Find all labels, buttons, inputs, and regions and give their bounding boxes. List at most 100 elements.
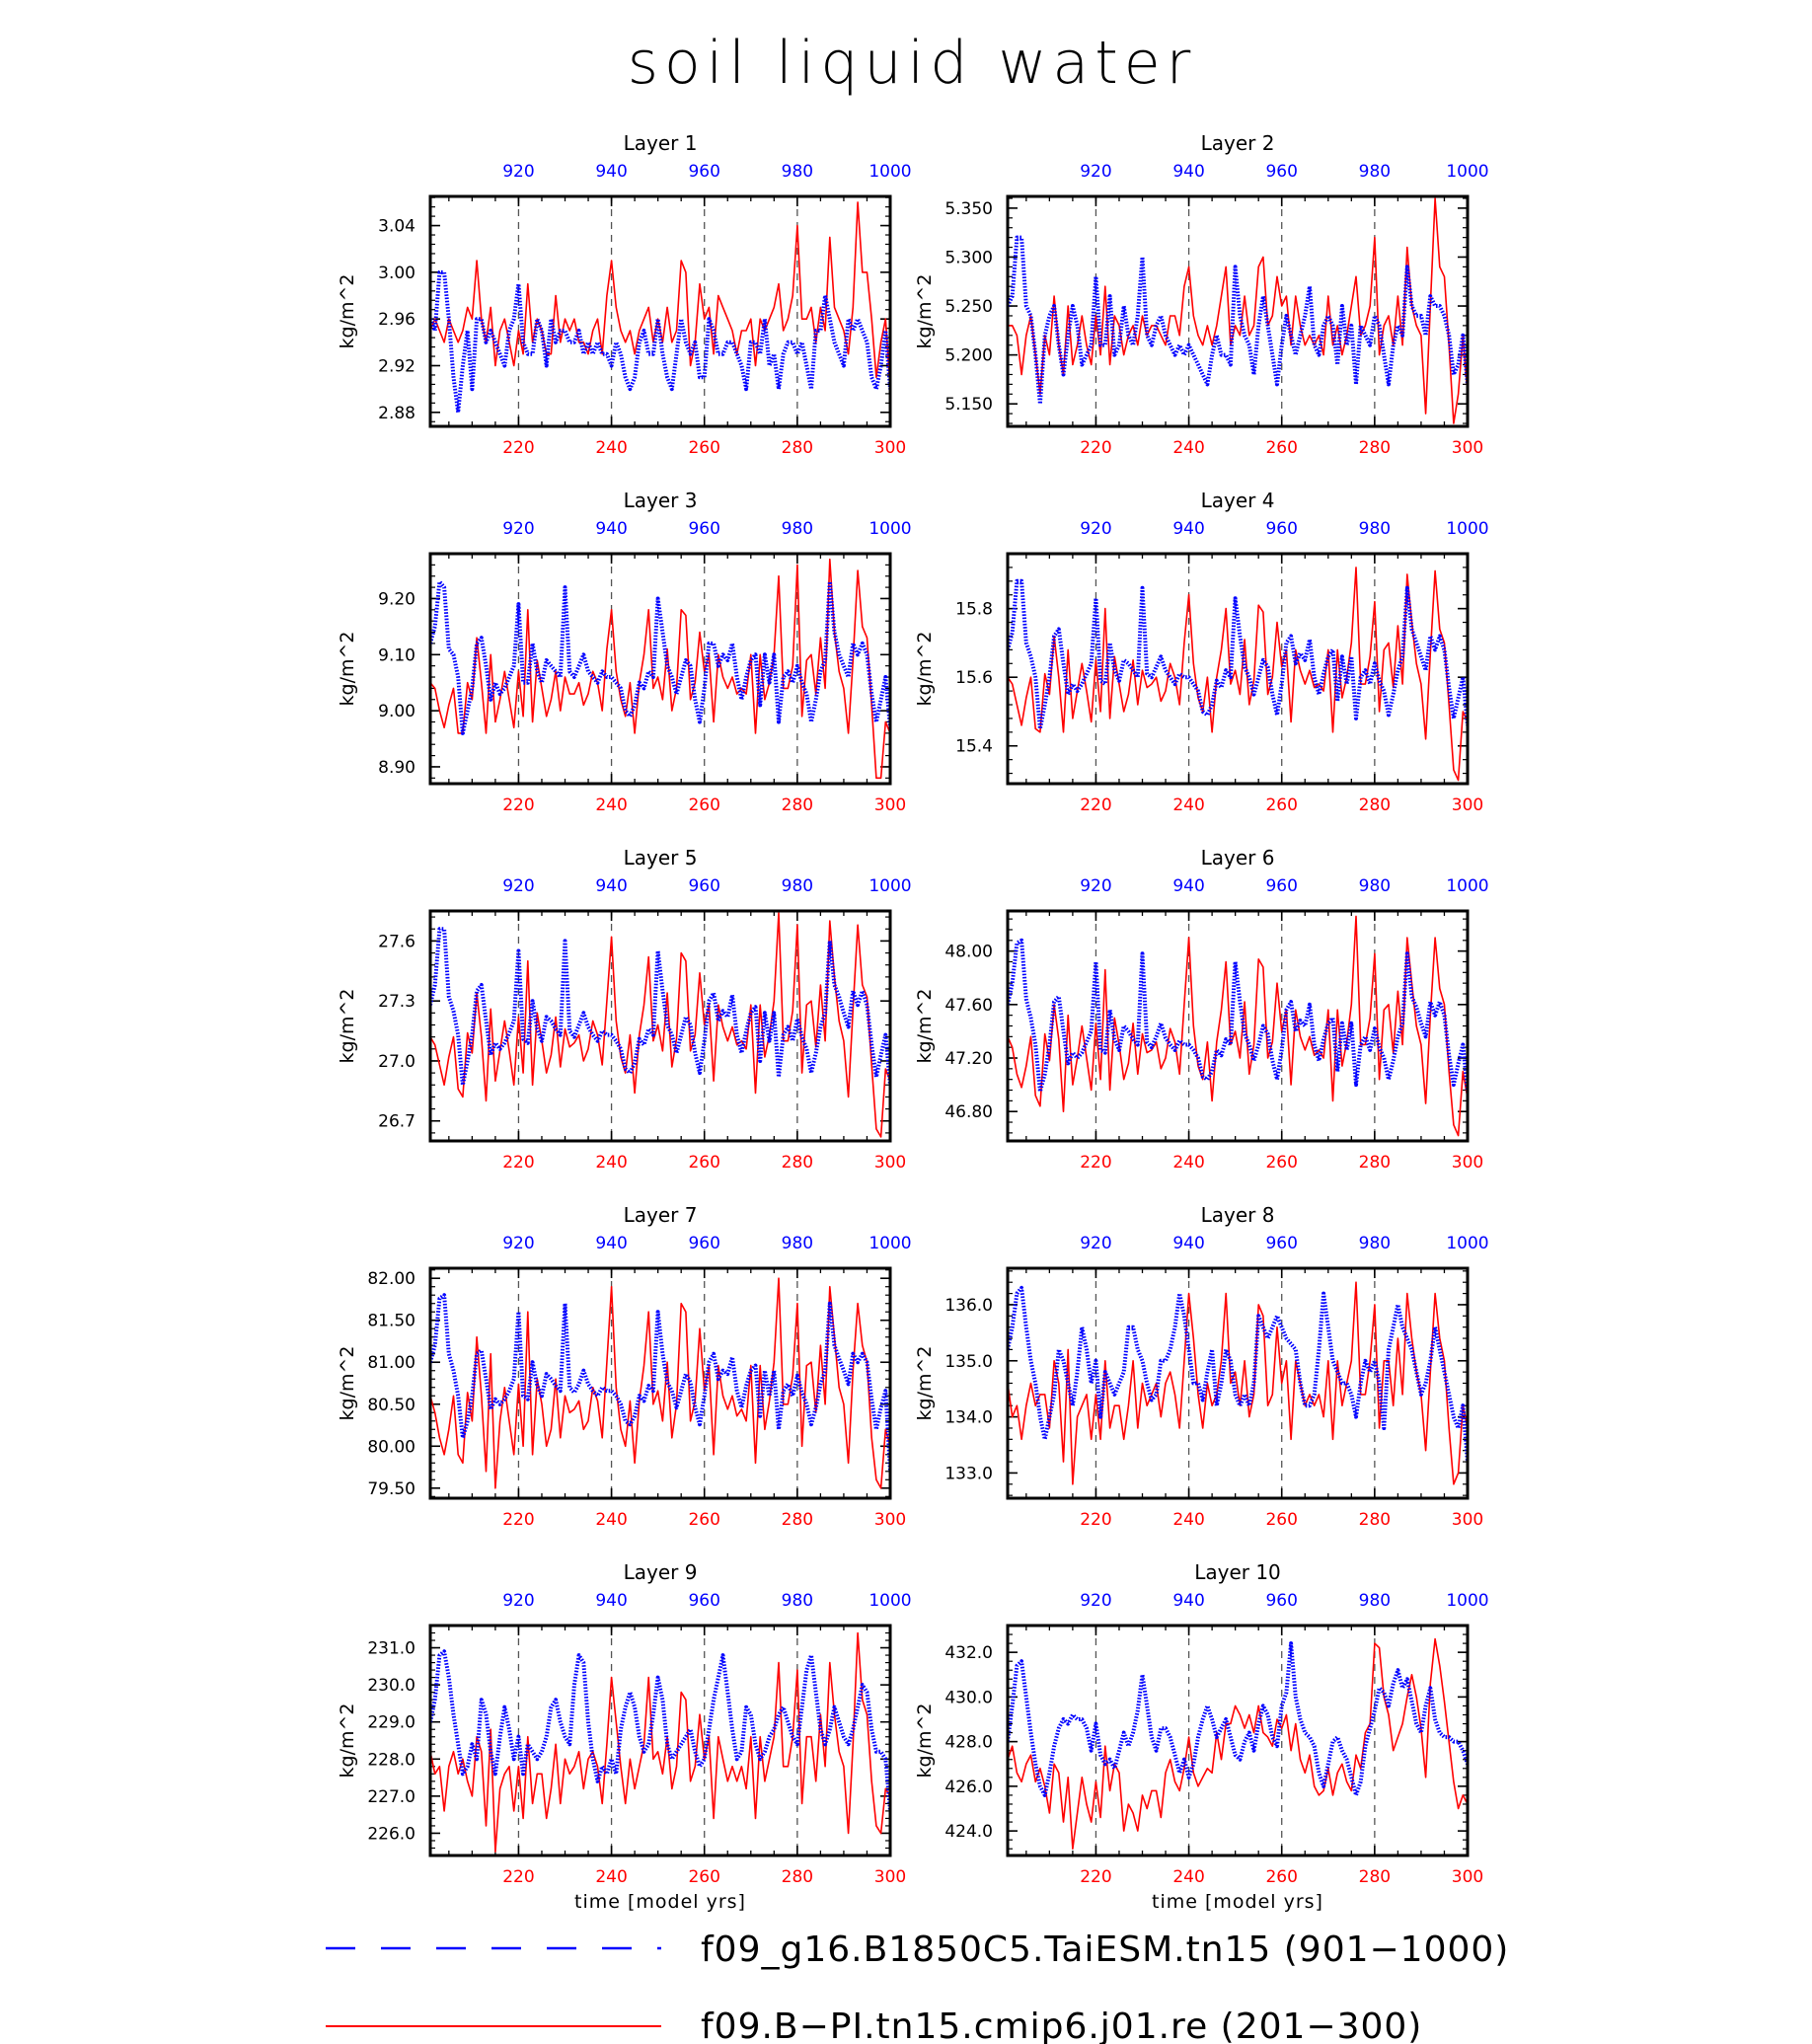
layer-10-x-bottom-label: 280 <box>1359 1867 1391 1887</box>
layer-1-x-bottom-label: 260 <box>688 438 719 458</box>
layer-5-title: Layer 5 <box>624 846 698 870</box>
layer-6-title: Layer 6 <box>1201 846 1275 870</box>
layer-3-x-bottom-label: 280 <box>782 795 813 815</box>
layer-8-x-bottom-label: 300 <box>1452 1510 1483 1530</box>
layer-7-y-label: 81.50 <box>367 1312 415 1331</box>
layer-8-x-bottom-label: 220 <box>1080 1510 1111 1530</box>
layer-2-y-label: 5.200 <box>944 346 993 366</box>
layer-10-y-label: 428.0 <box>944 1733 993 1753</box>
layer-9-x-top-label: 940 <box>595 1591 627 1611</box>
layer-7-title: Layer 7 <box>624 1203 698 1227</box>
layer-1-x-bottom-label: 280 <box>782 438 813 458</box>
layer-4-x-top-label: 940 <box>1172 519 1204 539</box>
layer-5-blue-series <box>430 927 890 1088</box>
layer-8-y-label: 133.0 <box>944 1464 993 1483</box>
layer-4-x-bottom-label: 260 <box>1265 795 1297 815</box>
layer-9-x-top-label: 920 <box>502 1591 534 1611</box>
layer-5-x-bottom-label: 300 <box>874 1153 906 1173</box>
layer-1-y-label: 2.88 <box>378 404 415 423</box>
layer-7-frame <box>428 1266 892 1500</box>
layer-9-y-label: 227.0 <box>367 1787 415 1807</box>
layer-10-x-top-label: 920 <box>1080 1591 1111 1611</box>
layer-3-x-top-label: 980 <box>782 519 813 539</box>
layer-4-y-label: 15.8 <box>955 600 993 620</box>
layer-8-x-bottom-label: 280 <box>1359 1510 1391 1530</box>
layer-8-x-bottom-label: 260 <box>1265 1510 1297 1530</box>
layer-6-x-bottom-label: 240 <box>1172 1153 1204 1173</box>
layer-6-blue-series <box>1008 938 1468 1094</box>
layer-1-y-axis-label: kg/m^2 <box>337 274 358 349</box>
layer-10-y-axis-label: kg/m^2 <box>914 1703 936 1779</box>
layer-6-y-label: 47.20 <box>944 1049 993 1069</box>
layer-7-blue-series <box>430 1293 890 1472</box>
layer-2-blue-series <box>1008 235 1468 407</box>
layer-8-x-top-label: 960 <box>1265 1234 1297 1253</box>
layer-7-x-top-label: 960 <box>688 1234 719 1253</box>
legend-red-label: f09.B−PI.tn15.cmip6.j01.re (201−300) <box>701 2006 1422 2044</box>
panel-layer-6: Layer 6 220 240 260 280 300 920 940 960 980 1000 46… <box>914 846 1489 1173</box>
layer-7-x-bottom-label: 300 <box>874 1510 906 1530</box>
layer-7-x-top-label: 980 <box>782 1234 813 1253</box>
layer-6-y-label: 48.00 <box>944 943 993 962</box>
layer-5-x-bottom-label: 280 <box>782 1153 813 1173</box>
layer-5-y-label: 27.3 <box>378 992 415 1012</box>
layer-7-y-label: 82.00 <box>367 1269 415 1289</box>
layer-10-blue-series <box>1008 1641 1468 1797</box>
legend-blue-label: f09_g16.B1850C5.TaiESM.tn15 (901−1000) <box>701 1930 1509 1970</box>
layer-6-x-bottom-label: 260 <box>1265 1153 1297 1173</box>
layer-2-y-label: 5.300 <box>944 248 993 267</box>
layer-10-y-label: 424.0 <box>944 1822 993 1842</box>
layer-9-x-bottom-label: 240 <box>595 1867 627 1887</box>
layer-6-x-bottom-label: 280 <box>1359 1153 1391 1173</box>
layer-4-blue-series <box>1008 578 1468 731</box>
layer-3-x-bottom-label: 300 <box>874 795 906 815</box>
layer-6-x-top-label: 940 <box>1172 876 1204 896</box>
layer-2-x-top-label: 980 <box>1359 162 1391 182</box>
layer-1-x-top-label: 1000 <box>868 162 911 182</box>
layer-5-x-bottom-label: 260 <box>688 1153 719 1173</box>
layer-7-y-label: 79.50 <box>367 1479 415 1499</box>
layer-4-x-bottom-label: 240 <box>1172 795 1204 815</box>
layer-8-blue-series <box>1008 1285 1468 1463</box>
layer-3-y-axis-label: kg/m^2 <box>337 632 358 707</box>
layer-10-frame <box>1006 1624 1470 1857</box>
layer-6-y-axis-label: kg/m^2 <box>914 989 936 1064</box>
layer-1-x-top-label: 920 <box>502 162 534 182</box>
layer-4-y-axis-label: kg/m^2 <box>914 632 936 707</box>
layer-8-y-label: 136.0 <box>944 1296 993 1316</box>
layer-7-x-bottom-label: 260 <box>688 1510 719 1530</box>
layer-10-x-top-label: 960 <box>1265 1591 1297 1611</box>
layer-3-red-series <box>430 558 890 780</box>
panels-grid: Layer 1 220 240 260 280 300 920 940 960 980 1000 2.… <box>337 131 1489 1913</box>
layer-10-x-bottom-label: 260 <box>1265 1867 1297 1887</box>
legend: f09_g16.B1850C5.TaiESM.tn15 (901−1000) f… <box>326 1930 1509 2044</box>
layer-1-red-series <box>430 201 890 390</box>
layer-4-frame <box>1006 552 1470 786</box>
layer-5-y-axis-label: kg/m^2 <box>337 989 358 1064</box>
layer-1-frame <box>428 194 892 428</box>
layer-4-x-top-label: 960 <box>1265 519 1297 539</box>
layer-6-x-bottom-label: 300 <box>1452 1153 1483 1173</box>
panel-layer-8: Layer 8 220 240 260 280 300 920 940 960 980 1000 13… <box>914 1203 1489 1530</box>
layer-6-red-series <box>1008 915 1468 1137</box>
layer-3-blue-series <box>430 579 890 735</box>
layer-10-x-bottom-label: 300 <box>1452 1867 1483 1887</box>
layer-8-x-top-label: 980 <box>1359 1234 1391 1253</box>
panel-layer-3: Layer 3 220 240 260 280 300 920 940 960 980 1000 8.… <box>337 489 912 815</box>
layer-8-x-top-label: 920 <box>1080 1234 1111 1253</box>
layer-1-x-bottom-label: 220 <box>502 438 534 458</box>
layer-8-frame <box>1006 1266 1470 1500</box>
layer-5-x-top-label: 1000 <box>868 876 911 896</box>
panel-layer-2: Layer 2 220 240 260 280 300 920 940 960 980 1000 5.… <box>914 131 1489 458</box>
layer-9-y-label: 231.0 <box>367 1639 415 1659</box>
layer-4-x-top-label: 980 <box>1359 519 1391 539</box>
layer-4-x-bottom-label: 300 <box>1452 795 1483 815</box>
layer-10-x-bottom-label: 240 <box>1172 1867 1204 1887</box>
layer-1-y-label: 3.00 <box>378 264 415 283</box>
layer-9-x-axis-label: time [model yrs] <box>574 1891 746 1913</box>
layer-7-y-label: 80.00 <box>367 1437 415 1457</box>
layer-9-y-label: 230.0 <box>367 1676 415 1696</box>
layer-5-y-label: 27.6 <box>378 932 415 951</box>
layer-8-red-series <box>1008 1281 1468 1485</box>
panel-layer-9: Layer 9 220 240 260 280 300 920 940 960 980 1000 22… <box>337 1560 912 1913</box>
